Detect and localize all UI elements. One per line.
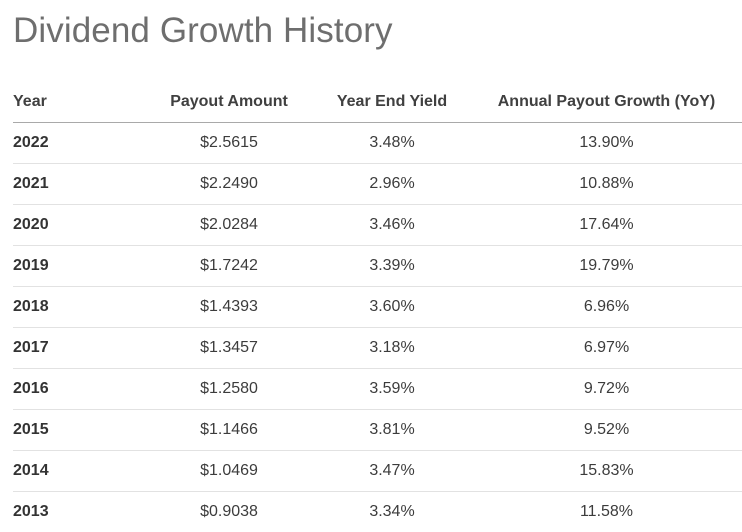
- column-header-year: Year: [13, 82, 145, 123]
- cell-payout-amount: $1.3457: [145, 328, 313, 369]
- table-row: 2021 $2.2490 2.96% 10.88%: [13, 164, 742, 205]
- cell-year-end-yield: 2.96%: [313, 164, 471, 205]
- table-row: 2013 $0.9038 3.34% 11.58%: [13, 492, 742, 532]
- cell-payout-amount: $1.7242: [145, 246, 313, 287]
- table-body: 2022 $2.5615 3.48% 13.90% 2021 $2.2490 2…: [13, 123, 742, 532]
- cell-year: 2022: [13, 123, 145, 164]
- table-row: 2020 $2.0284 3.46% 17.64%: [13, 205, 742, 246]
- table-row: 2019 $1.7242 3.39% 19.79%: [13, 246, 742, 287]
- cell-year: 2013: [13, 492, 145, 532]
- cell-annual-payout-growth: 6.97%: [471, 328, 742, 369]
- cell-year-end-yield: 3.34%: [313, 492, 471, 532]
- cell-year-end-yield: 3.59%: [313, 369, 471, 410]
- header-row: Year Payout Amount Year End Yield Annual…: [13, 82, 742, 123]
- cell-payout-amount: $1.2580: [145, 369, 313, 410]
- table-header: Year Payout Amount Year End Yield Annual…: [13, 82, 742, 123]
- cell-year: 2017: [13, 328, 145, 369]
- dividend-history-table-container: Year Payout Amount Year End Yield Annual…: [13, 82, 742, 532]
- table-row: 2017 $1.3457 3.18% 6.97%: [13, 328, 742, 369]
- cell-annual-payout-growth: 9.52%: [471, 410, 742, 451]
- cell-annual-payout-growth: 17.64%: [471, 205, 742, 246]
- cell-year: 2018: [13, 287, 145, 328]
- cell-payout-amount: $2.0284: [145, 205, 313, 246]
- cell-annual-payout-growth: 11.58%: [471, 492, 742, 532]
- cell-year: 2014: [13, 451, 145, 492]
- cell-payout-amount: $0.9038: [145, 492, 313, 532]
- column-header-annual-payout-growth: Annual Payout Growth (YoY): [471, 82, 742, 123]
- cell-payout-amount: $1.1466: [145, 410, 313, 451]
- cell-payout-amount: $2.5615: [145, 123, 313, 164]
- page-title: Dividend Growth History: [13, 8, 393, 54]
- cell-annual-payout-growth: 13.90%: [471, 123, 742, 164]
- cell-annual-payout-growth: 9.72%: [471, 369, 742, 410]
- cell-year: 2019: [13, 246, 145, 287]
- cell-year: 2016: [13, 369, 145, 410]
- table-row: 2018 $1.4393 3.60% 6.96%: [13, 287, 742, 328]
- dividend-history-table: Year Payout Amount Year End Yield Annual…: [13, 82, 742, 532]
- table-row: 2014 $1.0469 3.47% 15.83%: [13, 451, 742, 492]
- cell-annual-payout-growth: 10.88%: [471, 164, 742, 205]
- table-row: 2022 $2.5615 3.48% 13.90%: [13, 123, 742, 164]
- cell-annual-payout-growth: 6.96%: [471, 287, 742, 328]
- cell-year-end-yield: 3.81%: [313, 410, 471, 451]
- cell-year-end-yield: 3.60%: [313, 287, 471, 328]
- cell-payout-amount: $1.0469: [145, 451, 313, 492]
- cell-annual-payout-growth: 15.83%: [471, 451, 742, 492]
- cell-payout-amount: $2.2490: [145, 164, 313, 205]
- table-row: 2015 $1.1466 3.81% 9.52%: [13, 410, 742, 451]
- cell-year: 2015: [13, 410, 145, 451]
- cell-year-end-yield: 3.46%: [313, 205, 471, 246]
- column-header-payout-amount: Payout Amount: [145, 82, 313, 123]
- cell-year: 2021: [13, 164, 145, 205]
- column-header-year-end-yield: Year End Yield: [313, 82, 471, 123]
- cell-year-end-yield: 3.39%: [313, 246, 471, 287]
- cell-year-end-yield: 3.18%: [313, 328, 471, 369]
- cell-year: 2020: [13, 205, 145, 246]
- table-row: 2016 $1.2580 3.59% 9.72%: [13, 369, 742, 410]
- cell-payout-amount: $1.4393: [145, 287, 313, 328]
- cell-year-end-yield: 3.47%: [313, 451, 471, 492]
- cell-annual-payout-growth: 19.79%: [471, 246, 742, 287]
- cell-year-end-yield: 3.48%: [313, 123, 471, 164]
